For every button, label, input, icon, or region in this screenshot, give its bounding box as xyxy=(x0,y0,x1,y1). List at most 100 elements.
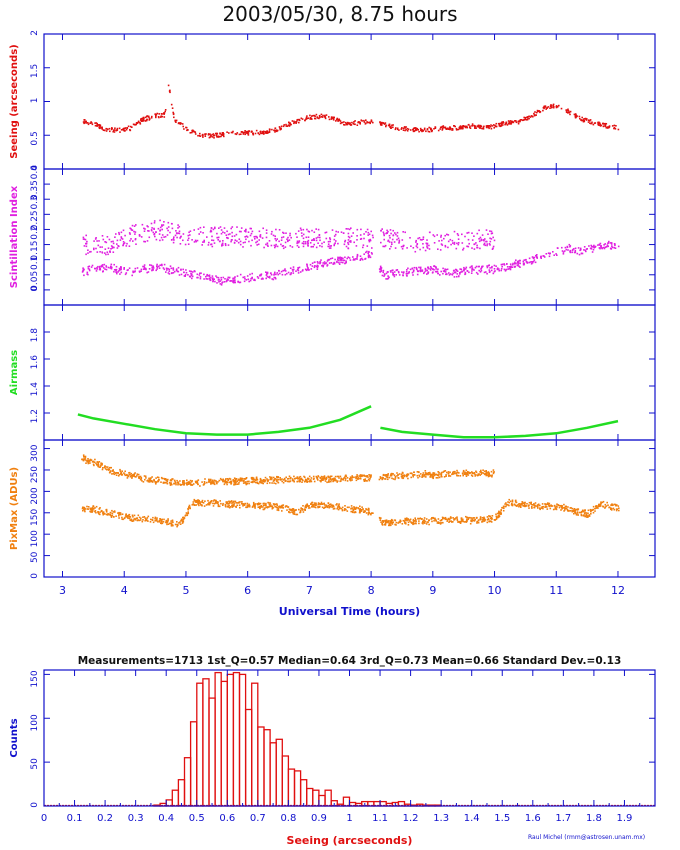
data-point xyxy=(175,483,177,486)
y-tick-label: 0 xyxy=(30,165,40,171)
data-point xyxy=(266,275,269,278)
data-point xyxy=(129,233,131,235)
data-point xyxy=(584,249,587,252)
data-point xyxy=(321,503,323,505)
data-point xyxy=(322,477,324,480)
data-point xyxy=(98,124,101,127)
data-point xyxy=(307,245,309,247)
data-point xyxy=(387,230,389,233)
data-point xyxy=(370,474,372,476)
data-point xyxy=(488,518,490,521)
data-point xyxy=(353,506,355,508)
data-point xyxy=(117,475,120,477)
data-point xyxy=(326,264,329,266)
data-point xyxy=(191,129,194,132)
data-point xyxy=(267,480,269,483)
data-point xyxy=(317,236,319,239)
data-point xyxy=(271,507,274,509)
data-point xyxy=(179,122,181,125)
data-point xyxy=(471,232,473,234)
data-point xyxy=(218,479,221,482)
data-point xyxy=(233,482,235,484)
data-point xyxy=(187,511,189,513)
data-point xyxy=(256,482,259,484)
data-point xyxy=(213,502,216,505)
data-point xyxy=(264,479,266,481)
data-point xyxy=(212,505,215,507)
data-point xyxy=(403,474,405,476)
data-point xyxy=(409,520,411,522)
data-point xyxy=(161,518,163,521)
data-point xyxy=(435,268,437,270)
data-point xyxy=(466,126,468,129)
data-point xyxy=(259,507,261,509)
data-point xyxy=(427,130,430,133)
data-point xyxy=(348,506,350,509)
data-point xyxy=(387,240,389,242)
data-point xyxy=(222,502,224,505)
data-point xyxy=(428,523,430,526)
data-point xyxy=(228,506,231,509)
data-point xyxy=(101,510,103,512)
data-point xyxy=(332,504,335,507)
data-point xyxy=(446,127,448,130)
data-point xyxy=(172,272,175,274)
data-point xyxy=(509,268,512,271)
data-point xyxy=(173,270,176,273)
data-point xyxy=(185,482,187,484)
data-point xyxy=(106,468,108,471)
data-point xyxy=(422,236,425,238)
data-point xyxy=(102,511,105,514)
data-point xyxy=(337,475,340,478)
data-point xyxy=(409,237,411,239)
data-point xyxy=(286,505,288,507)
data-point xyxy=(342,232,345,234)
data-point xyxy=(454,517,457,519)
data-point xyxy=(82,459,85,462)
data-point xyxy=(475,265,478,268)
data-point xyxy=(244,482,246,484)
data-point xyxy=(265,131,267,133)
data-point xyxy=(217,135,220,138)
data-point xyxy=(424,249,427,252)
data-point xyxy=(289,511,291,514)
data-point xyxy=(181,519,183,521)
data-point xyxy=(260,273,263,275)
data-point xyxy=(279,272,281,275)
data-point xyxy=(415,127,417,129)
data-point xyxy=(129,475,132,478)
data-point xyxy=(140,270,142,272)
data-point xyxy=(582,515,585,517)
data-point xyxy=(237,241,240,244)
data-point xyxy=(517,120,520,122)
data-point xyxy=(539,508,541,511)
data-point xyxy=(106,251,109,253)
data-point xyxy=(445,475,447,477)
data-point xyxy=(423,521,426,524)
data-point xyxy=(210,227,213,229)
data-point xyxy=(392,473,394,475)
data-point xyxy=(490,521,493,523)
data-point xyxy=(230,280,233,282)
data-point xyxy=(140,118,142,120)
data-point xyxy=(264,476,267,479)
data-point xyxy=(338,503,340,505)
data-point xyxy=(96,122,98,125)
data-point xyxy=(288,121,290,124)
data-point xyxy=(515,121,518,123)
data-point xyxy=(197,228,200,230)
data-point xyxy=(348,228,351,231)
data-point xyxy=(565,248,568,251)
data-point xyxy=(82,454,85,456)
data-point xyxy=(256,276,259,278)
data-point xyxy=(463,125,465,128)
data-point xyxy=(191,484,193,486)
data-point xyxy=(147,230,149,232)
data-point xyxy=(359,259,362,261)
data-point xyxy=(514,261,516,264)
data-point xyxy=(230,483,232,485)
data-point xyxy=(487,233,489,235)
data-point xyxy=(592,248,595,251)
data-point xyxy=(121,470,123,472)
